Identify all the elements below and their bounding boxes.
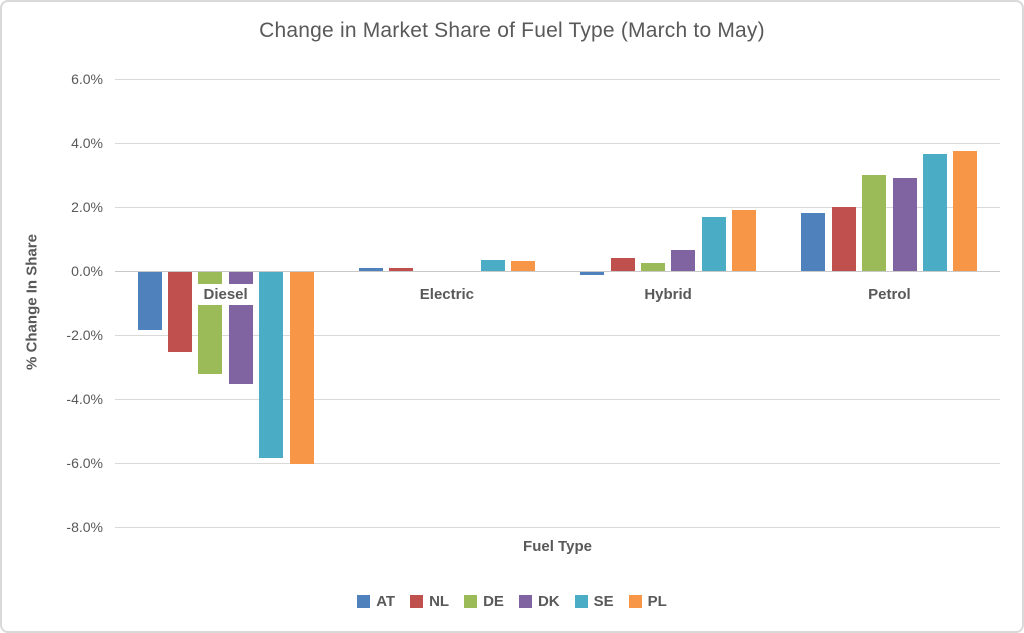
chart-title: Change in Market Share of Fuel Type (Mar…	[259, 19, 765, 42]
gridline	[115, 143, 1000, 144]
legend-item-AT: AT	[357, 593, 395, 610]
y-tick-label: 6.0%	[71, 71, 103, 87]
gridline	[115, 527, 1000, 528]
y-tick-label: -6.0%	[66, 455, 103, 471]
y-tick-label: 4.0%	[71, 135, 103, 151]
bar-DE-Petrol	[862, 175, 887, 271]
y-axis-title-text: % Change In Share	[23, 234, 41, 370]
zero-gridline	[115, 271, 1000, 272]
gridline	[115, 207, 1000, 208]
bar-SE-Hybrid	[701, 216, 726, 271]
gridline	[115, 79, 1000, 80]
legend: AT NL DE DK SE PL	[2, 593, 1022, 610]
legend-item-SE: SE	[574, 593, 614, 610]
y-tick-label: 2.0%	[71, 199, 103, 215]
legend-label-SE: SE	[593, 593, 614, 610]
bar-AT-Hybrid	[580, 272, 605, 276]
legend-swatch-SE	[574, 595, 588, 608]
bar-PL-Diesel	[289, 272, 314, 464]
category-label-petrol: Petrol	[862, 284, 917, 305]
category-label-electric: Electric	[413, 284, 480, 305]
bar-SE-Petrol	[923, 154, 947, 271]
y-tick-label: -4.0%	[66, 391, 103, 407]
gridline	[115, 335, 1000, 336]
bar-PL-Electric	[510, 261, 535, 271]
bar-DK-Petrol	[892, 178, 917, 271]
legend-swatch-NL	[410, 595, 424, 608]
gridline	[115, 463, 1000, 464]
bar-NL-Hybrid	[610, 258, 635, 271]
bar-AT-Petrol	[801, 213, 826, 271]
legend-item-PL: PL	[628, 593, 667, 610]
gridline	[115, 399, 1000, 400]
bar-DE-Hybrid	[640, 263, 665, 271]
legend-swatch-AT	[357, 595, 371, 608]
y-tick-label: -8.0%	[66, 519, 103, 535]
legend-label-NL: NL	[429, 593, 450, 610]
bar-SE-Electric	[480, 259, 505, 271]
y-tick-label: -2.0%	[66, 327, 103, 343]
legend-label-AT: AT	[376, 593, 396, 610]
legend-item-NL: NL	[410, 593, 449, 610]
legend-swatch-PL	[628, 595, 642, 608]
legend-item-DK: DK	[518, 593, 560, 610]
legend-label-DK: DK	[537, 593, 560, 610]
x-axis-title: Fuel Type	[523, 538, 592, 555]
bar-PL-Petrol	[953, 151, 978, 271]
bar-AT-Electric	[358, 267, 383, 271]
bar-AT-Diesel	[137, 272, 162, 330]
category-label-hybrid: Hybrid	[638, 284, 698, 305]
bar-SE-Diesel	[259, 272, 284, 458]
bar-NL-Petrol	[831, 207, 856, 271]
bar-PL-Hybrid	[732, 210, 757, 271]
legend-label-DE: DE	[483, 593, 504, 610]
legend-label-PL: PL	[647, 593, 667, 610]
legend-swatch-DK	[518, 595, 532, 608]
legend-swatch-DE	[464, 595, 478, 608]
plot-area: Diesel Electric Hybrid Petrol	[115, 79, 1000, 528]
legend-item-DE: DE	[464, 593, 504, 610]
category-label-diesel: Diesel	[197, 284, 254, 305]
y-tick-label: 0.0%	[71, 263, 103, 279]
bar-NL-Diesel	[168, 272, 192, 352]
bar-NL-Electric	[389, 267, 414, 271]
bar-DK-Hybrid	[671, 250, 696, 271]
